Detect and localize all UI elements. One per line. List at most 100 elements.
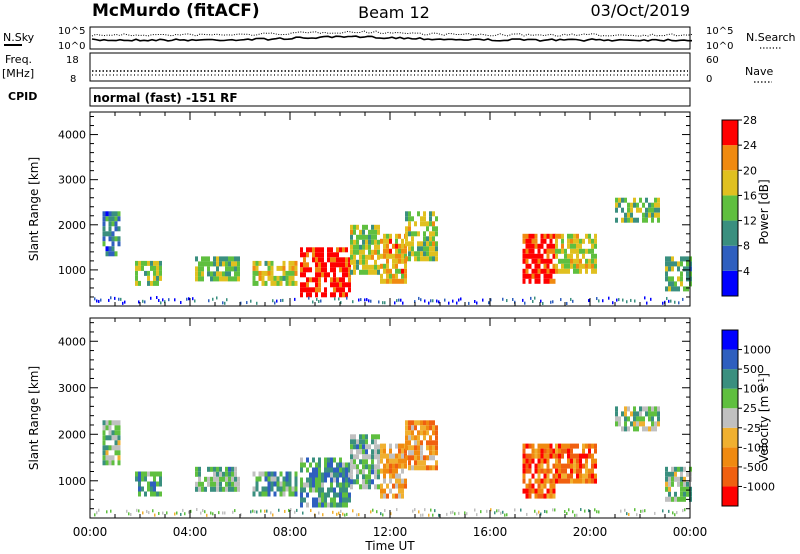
ground-scatter-cell [540,512,542,516]
ground-scatter-cell [668,509,670,513]
heatmap-cell [135,275,138,281]
heatmap-cell [318,247,321,253]
heatmap-cell [633,421,636,427]
heatmap-cell [300,282,303,288]
heatmap-cell [291,270,295,276]
heatmap-cell [111,216,115,222]
x-axis-title: Time UT [364,539,415,553]
heatmap-cell [342,497,345,503]
heatmap-cell [264,486,268,492]
heatmap-cell [420,221,423,227]
heatmap-cell [300,267,303,273]
ground-scatter-cell [634,299,636,303]
heatmap-cell [522,473,526,479]
heatmap-cell [222,276,225,282]
heatmap-cell [371,264,374,270]
heatmap-cell [588,263,591,269]
heatmap-cell [528,263,532,269]
ground-scatter-cell [414,508,416,512]
heatmap-cell [153,265,156,271]
heatmap-cell [540,243,544,249]
colorbar-swatch [722,170,738,196]
ground-scatter-cell [338,511,340,515]
heatmap-cell [377,444,380,450]
heatmap-cell [432,420,435,426]
heatmap-cell [336,247,339,253]
heatmap-cell [540,448,544,454]
heatmap-cell [680,276,683,282]
heatmap-cell [540,493,544,499]
heatmap-cell [570,443,573,449]
heatmap-cell [408,256,411,262]
heatmap-cell [353,249,356,255]
heatmap-cell [668,491,671,497]
heatmap-cell [585,258,588,264]
heatmap-cell [543,483,547,489]
heatmap-cell [621,197,624,203]
ground-scatter-cell [602,299,604,303]
heatmap-cell [683,256,686,262]
heatmap-cell [285,270,289,276]
heatmap-cell [288,471,292,477]
heatmap-cell [219,466,222,472]
heatmap-cell [546,478,550,484]
heatmap-cell [219,276,222,282]
ground-scatter-cell [110,509,112,513]
heatmap-cell [267,260,271,266]
heatmap-cell [564,468,567,474]
heatmap-cell [395,263,398,269]
ground-scatter-cell [456,301,458,305]
heatmap-cell [342,472,345,478]
heatmap-cell [552,278,556,284]
power-colorbar-label: Power [dB] [757,179,771,244]
colorbar-swatch [722,388,738,409]
heatmap-cell [195,466,198,472]
heatmap-cell [570,243,573,249]
heatmap-cell [350,469,353,475]
heatmap-cell [564,258,567,264]
colorbar-tick-label: 4 [743,265,750,278]
heatmap-cell [339,462,342,468]
heatmap-cell [429,221,432,227]
heatmap-cell [386,483,389,489]
ground-scatter-cell [188,297,190,301]
heatmap-cell [570,258,573,264]
heatmap-cell [327,272,330,278]
heatmap-cell [333,472,336,478]
heatmap-cell [582,463,585,469]
heatmap-cell [429,236,432,242]
ground-scatter-cell [432,513,434,517]
ground-scatter-cell [598,299,600,303]
heatmap-cell [201,481,204,487]
heatmap-cell [537,253,541,259]
heatmap-cell [216,276,219,282]
heatmap-cell [570,448,573,454]
heatmap-cell [114,435,118,441]
heatmap-cell [401,258,404,264]
heatmap-cell [362,439,365,445]
heatmap-cell [204,486,207,492]
heatmap-cell [350,249,353,255]
ground-scatter-cell [476,301,478,305]
heatmap-cell [525,468,529,474]
heatmap-cell [150,260,153,266]
heatmap-cell [585,233,588,239]
heatmap-cell [342,262,345,268]
heatmap-cell [111,246,115,252]
heatmap-cell [395,273,398,279]
heatmap-cell [350,224,353,230]
heatmap-cell [615,207,618,213]
heatmap-cell [147,280,150,286]
heatmap-cell [315,272,318,278]
ground-scatter-cell [490,298,492,302]
heatmap-cell [549,478,553,484]
heatmap-cell [356,259,359,265]
colorbar-tick-label: 12 [743,215,757,228]
heatmap-cell [135,265,138,271]
heatmap-cell [374,474,377,480]
nave-tick-top: 60 [706,55,719,66]
ground-scatter-cell [550,300,552,304]
heatmap-cell [528,248,532,254]
heatmap-cell [270,486,274,492]
